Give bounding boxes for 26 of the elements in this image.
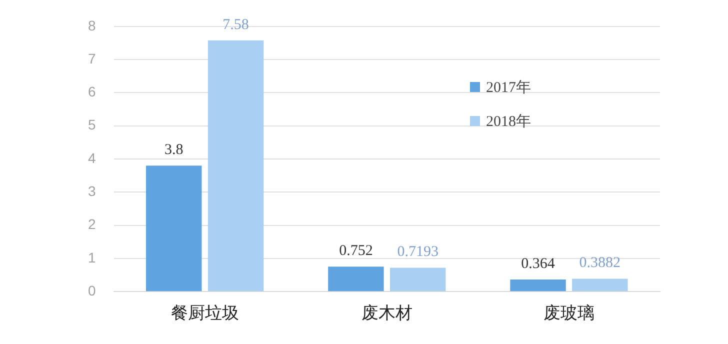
y-tick-label: 6 [88, 84, 96, 100]
bar [328, 266, 384, 292]
y-tick-label: 0 [88, 282, 96, 298]
data-label: 0.364 [521, 256, 556, 272]
data-label: 0.7193 [397, 244, 438, 260]
y-tick-label: 1 [88, 249, 96, 266]
bar [146, 166, 202, 292]
y-tick-label: 8 [88, 17, 96, 34]
bar [510, 280, 566, 292]
y-tick-label: 2 [88, 216, 96, 232]
y-tick-label: 3 [88, 183, 96, 200]
legend-label: 2017年 [486, 78, 531, 96]
x-tick-label: 废玻璃 [543, 303, 594, 322]
y-tick-label: 7 [88, 50, 96, 66]
data-label: 3.8 [164, 142, 184, 158]
data-label: 7.58 [222, 16, 249, 33]
x-tick-label: 餐厨垃圾 [170, 303, 239, 322]
y-tick-label: 4 [88, 150, 96, 166]
legend-label: 2018年 [486, 112, 531, 130]
x-tick-label: 废木材 [361, 303, 412, 322]
bar [390, 268, 446, 292]
bar [208, 40, 264, 292]
data-label: 0.3882 [579, 255, 621, 272]
bar [572, 278, 628, 292]
y-tick-label: 5 [88, 116, 96, 133]
data-label: 0.752 [339, 243, 373, 260]
